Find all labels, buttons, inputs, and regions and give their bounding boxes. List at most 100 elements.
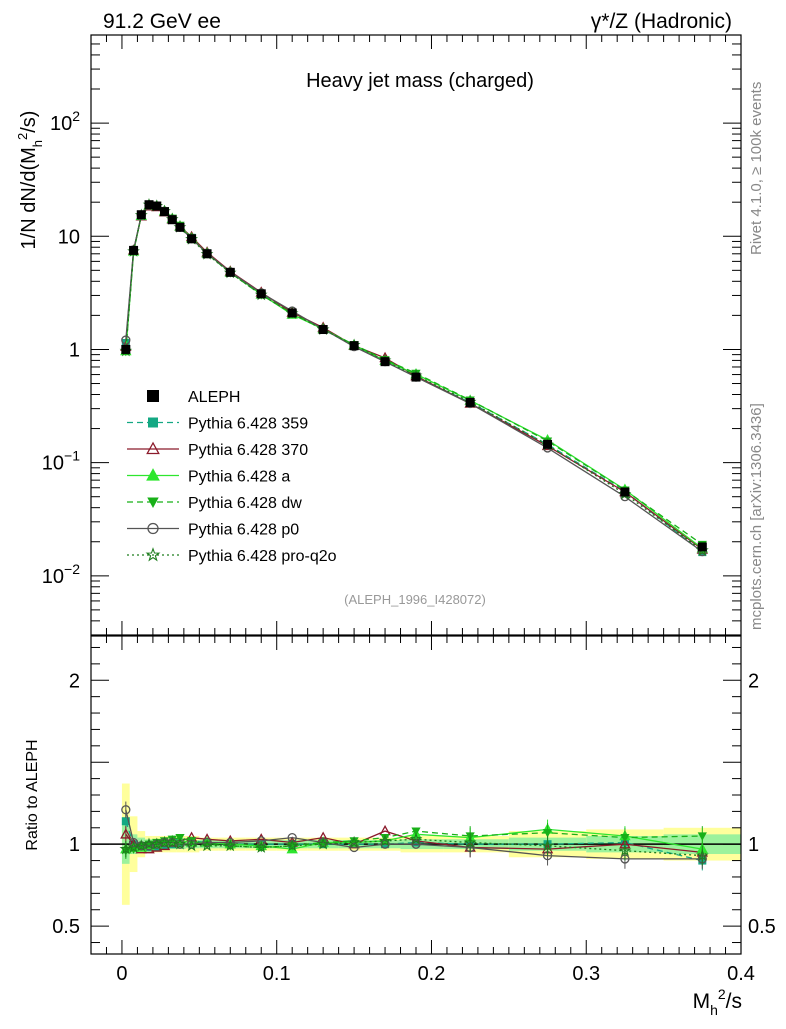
legend-entry: Pythia 6.428 pro-q2o: [127, 547, 337, 565]
x-tick-label: 0.1: [263, 963, 291, 985]
legend-marker: [146, 441, 160, 455]
reference-data-point: [187, 234, 197, 244]
reference-data-point: [202, 249, 212, 259]
reference-data-point: [349, 341, 359, 351]
y-axis-label: 1/N dN/d(Mh2/s): [15, 111, 45, 250]
reference-data-point: [620, 487, 630, 497]
y-tick-label: 10: [58, 226, 80, 248]
ratio-series-marker: [347, 835, 361, 848]
reference-data-point: [129, 245, 139, 255]
ratio-series-marker: [409, 832, 423, 845]
reference-data-point: [256, 289, 266, 299]
mcplots-source-label: mcplots.cern.ch [arXiv:1306.3436]: [748, 403, 765, 630]
y-tick-label: 10−2: [42, 561, 80, 588]
main-series-line: [125, 203, 703, 552]
legend-entry: Pythia 6.428 a: [127, 468, 290, 486]
ratio-axis-label: Ratio to ALEPH: [24, 739, 41, 850]
ratio-series-marker: [167, 835, 177, 845]
legend-entry: Pythia 6.428 359: [127, 416, 308, 433]
ratio-series-marker: [411, 827, 421, 836]
ratio-series-marker: [173, 837, 187, 850]
ratio-series-marker: [185, 839, 199, 852]
ratio-series-marker: [120, 828, 132, 839]
x-axis-tick-labels: 0 0.1 0.2 0.3 0.4: [116, 963, 755, 985]
x-axis-label: Mh2/s: [693, 986, 742, 1018]
ratio-series-marker: [121, 805, 131, 815]
reference-data-point: [318, 325, 328, 335]
reference-data-point: [152, 201, 162, 211]
ratio-series-marker: [223, 839, 237, 852]
ratio-panel: 0.5 0.5 1 1 2 2 Ratio to ALEPH: [24, 635, 776, 955]
ratio-series-marker: [378, 834, 392, 847]
ratio-series-marker: [696, 848, 709, 862]
rivet-version-label: Rivet 4.1.0, ≥ 100k events: [748, 82, 765, 255]
ratio-frame: [90, 635, 742, 955]
y-tick-label: 1: [69, 339, 80, 361]
reference-data-point: [144, 200, 154, 210]
legend-label: Pythia 6.428 359: [188, 416, 308, 433]
ratio-y-tick-label-right: 0.5: [748, 916, 776, 938]
legend-label: Pythia 6.428 370: [188, 442, 308, 459]
ratio-y-tick-label: 1: [69, 834, 80, 856]
y-tick-label: 10−1: [42, 448, 80, 475]
ratio-series-marker: [618, 843, 632, 857]
reference-data-point: [411, 372, 421, 382]
ratio-y-tick-label: 0.5: [52, 916, 80, 938]
reference-data-point: [175, 222, 185, 232]
ratio-series-marker: [128, 837, 139, 848]
ratio-series-marker: [316, 837, 330, 850]
reference-data-point: [465, 397, 475, 407]
ratio-series-marker: [165, 835, 179, 848]
ratio-series-marker: [412, 838, 420, 847]
ratio-series-marker: [463, 835, 477, 848]
reference-data-point: [121, 344, 131, 354]
x-tick-label: 0.3: [572, 963, 600, 985]
ratio-series-marker: [225, 837, 235, 848]
reference-data-point: [697, 542, 707, 552]
x-tick-label: 0.2: [418, 963, 446, 985]
ratio-series-marker: [541, 839, 554, 852]
ratio-axis-ticks: 0.5 0.5 1 1 2 2: [52, 636, 776, 954]
legend-marker: [147, 390, 159, 402]
svg-text:1/N dN/d(Mh2/s): 1/N dN/d(Mh2/s): [15, 111, 45, 250]
chart-title: Heavy jet mass (charged): [306, 70, 534, 92]
y-tick-label: 102: [50, 108, 80, 135]
ratio-series-marker: [620, 834, 630, 843]
legend-entry: Pythia 6.428 p0: [127, 522, 299, 539]
legend-entry: ALEPH: [147, 389, 240, 406]
legend: ALEPH Pythia 6.428 359 Pythia 6.428 370 Pyt…: [127, 389, 337, 565]
ratio-series-marker: [121, 817, 130, 826]
ratio-series-marker: [380, 839, 390, 849]
reference-data-point: [136, 210, 146, 220]
ratio-series-marker: [349, 837, 359, 846]
legend-marker: [146, 468, 160, 481]
ratio-y-tick-label: 2: [69, 670, 80, 692]
legend-label: Pythia 6.428 p0: [188, 522, 299, 539]
ratio-series-lines: [119, 801, 709, 871]
legend-label: ALEPH: [188, 389, 240, 406]
reference-data-point: [160, 207, 170, 217]
ratio-series-marker: [380, 834, 390, 843]
legend-label: Pythia 6.428 dw: [188, 495, 302, 512]
reference-data-point: [167, 215, 177, 225]
reference-data-point: [543, 439, 553, 449]
ratio-series-marker: [200, 839, 214, 852]
svg-text:Mh2/s: Mh2/s: [693, 986, 742, 1018]
ratio-series-marker: [150, 837, 164, 850]
header-process-label: γ*/Z (Hadronic): [591, 10, 732, 33]
ratio-series-marker: [254, 840, 268, 853]
reference-data-point: [287, 308, 297, 318]
ratio-series-marker: [202, 837, 212, 848]
ratio-series-marker: [349, 842, 359, 853]
main-reference-markers: [121, 200, 707, 552]
ratio-series-marker: [119, 842, 133, 855]
ratio-series-marker: [285, 839, 299, 852]
legend-marker: [147, 522, 159, 535]
reference-data-point: [225, 267, 235, 277]
ratio-series-line: [125, 830, 703, 852]
ratio-series-marker: [256, 836, 266, 846]
ratio-y-tick-label-right: 2: [748, 670, 759, 692]
ratio-series-marker: [697, 832, 707, 841]
